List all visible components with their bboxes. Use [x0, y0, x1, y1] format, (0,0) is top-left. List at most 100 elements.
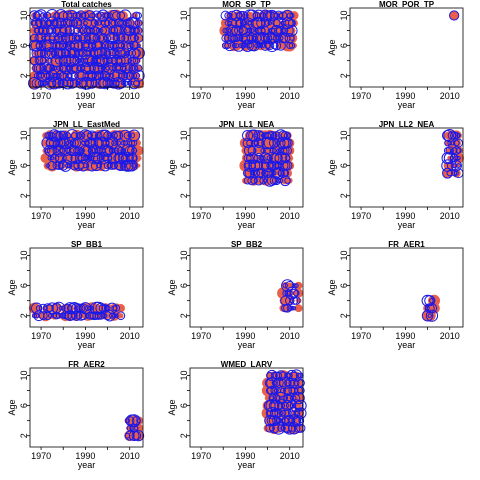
open-point — [120, 140, 126, 146]
open-point — [136, 43, 141, 48]
panel-title: MOR_POR_TP — [379, 0, 435, 9]
open-point — [119, 9, 132, 22]
open-point — [283, 131, 292, 140]
x-axis-label: year — [78, 220, 96, 230]
x-tick-label: 1990 — [395, 91, 415, 101]
open-point — [45, 69, 59, 82]
x-tick-label: 2010 — [120, 91, 140, 101]
open-point — [127, 58, 133, 64]
open-point — [263, 136, 276, 150]
open-point — [220, 10, 231, 21]
open-point — [272, 421, 286, 435]
open-point — [59, 159, 72, 172]
open-point — [102, 12, 109, 19]
panel-fr-aer1: FR_AER1 1970 1990 2010 2 6 10 year Age — [327, 240, 464, 350]
panel-title: JPN_LL2_NEA — [379, 120, 435, 129]
open-point — [452, 131, 460, 140]
x-axis-label: year — [238, 340, 256, 350]
open-point — [94, 20, 99, 26]
y-axis-label: Age — [327, 39, 337, 55]
plot-frame — [349, 7, 464, 88]
open-point — [60, 305, 66, 311]
open-point — [456, 163, 461, 169]
plot-frame — [29, 247, 144, 328]
open-point — [224, 40, 236, 52]
open-point — [66, 70, 78, 82]
open-point — [126, 152, 138, 164]
x-tick-label: 1990 — [235, 451, 255, 461]
open-point — [40, 47, 51, 59]
open-point — [456, 155, 461, 161]
open-point — [296, 378, 305, 388]
open-point — [116, 33, 126, 43]
open-point — [294, 399, 307, 412]
open-point — [131, 162, 137, 169]
filled-point — [249, 148, 255, 153]
filled-point — [132, 47, 145, 59]
open-point — [278, 146, 288, 156]
open-point — [254, 43, 259, 48]
open-point — [46, 19, 54, 27]
open-point — [101, 41, 110, 50]
filled-point — [455, 132, 462, 139]
filled-point — [456, 140, 461, 146]
open-point — [262, 10, 273, 21]
y-axis-label: Age — [167, 279, 177, 295]
open-point — [231, 25, 242, 36]
open-point — [65, 129, 79, 142]
open-point — [112, 304, 121, 312]
open-point — [59, 144, 72, 157]
open-point — [246, 32, 258, 44]
open-point — [263, 174, 276, 187]
open-point — [287, 19, 296, 28]
open-point — [240, 33, 251, 43]
open-point — [289, 12, 295, 19]
filled-point — [288, 26, 296, 35]
open-point — [231, 43, 237, 49]
open-point — [116, 311, 126, 321]
open-point — [295, 372, 302, 379]
open-point — [57, 79, 65, 87]
open-point — [124, 18, 135, 28]
x-tick-label: 2010 — [440, 331, 460, 341]
x-tick-label: 1970 — [191, 91, 211, 101]
open-point — [87, 305, 93, 311]
open-point — [45, 16, 59, 30]
open-point — [125, 16, 139, 30]
y-tick-label: 2 — [19, 313, 29, 318]
open-point — [77, 39, 89, 52]
open-point — [92, 311, 101, 320]
open-point — [48, 129, 61, 142]
panel-points — [28, 301, 126, 322]
open-point — [114, 140, 119, 146]
open-point — [275, 417, 283, 425]
open-point — [245, 9, 259, 22]
open-point — [120, 163, 126, 168]
filled-point — [134, 19, 143, 27]
open-point — [426, 303, 438, 314]
open-point — [252, 9, 265, 22]
open-point — [127, 80, 132, 86]
open-point — [450, 160, 462, 172]
panel-sp-bb1: SP_BB1 1970 1990 2010 2 6 10 year Age — [7, 240, 144, 350]
open-point — [266, 9, 278, 22]
open-point — [41, 66, 46, 71]
y-tick-label: 6 — [339, 163, 349, 168]
open-point — [77, 159, 90, 172]
open-point — [293, 289, 300, 297]
open-point — [246, 139, 254, 147]
open-point — [74, 303, 84, 313]
panel-points — [40, 129, 144, 172]
open-point — [247, 146, 257, 156]
open-point — [92, 152, 105, 165]
open-point — [85, 311, 94, 320]
open-point — [273, 388, 279, 394]
open-point — [77, 69, 89, 82]
y-axis-label: Age — [7, 399, 17, 415]
open-point — [82, 130, 93, 141]
filled-point — [432, 314, 436, 318]
open-point — [120, 43, 126, 48]
panel-title: SP_BB1 — [71, 240, 103, 249]
open-point — [110, 25, 122, 37]
open-point — [114, 18, 123, 28]
